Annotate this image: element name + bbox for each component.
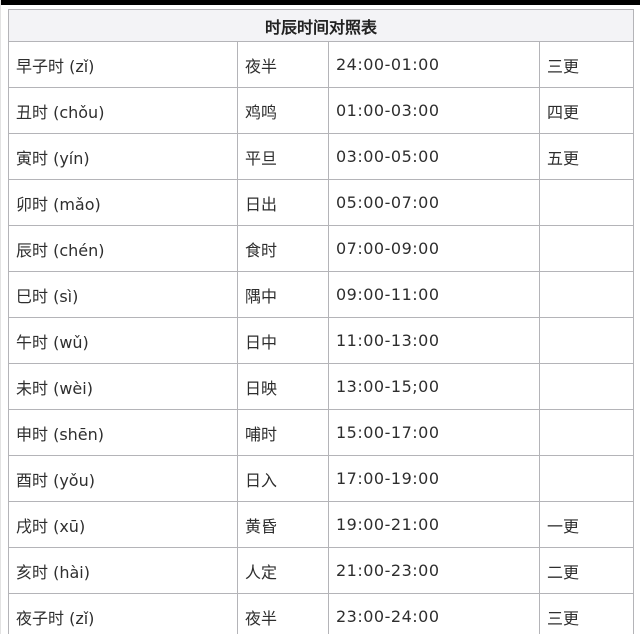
shichen-cell: 亥时 (hài) (8, 547, 238, 594)
time-cell: 13:00-15;00 (328, 363, 540, 410)
table-row: 寅时 (yín) 平旦 03:00-05:00 五更 (8, 133, 635, 180)
table-title-row: 时辰时间对照表 (7, 9, 635, 42)
time-cell: 24:00-01:00 (328, 41, 540, 88)
shichen-cell: 未时 (wèi) (8, 363, 238, 410)
shichen-cell: 酉时 (yǒu) (8, 455, 238, 502)
alias-cell: 鸡鸣 (237, 87, 329, 134)
time-cell: 09:00-11:00 (328, 271, 540, 318)
watch-cell (538, 409, 635, 456)
time-cell: 03:00-05:00 (328, 133, 540, 180)
table-row: 夜子时 (zǐ) 夜半 23:00-24:00 三更 (8, 593, 635, 634)
time-cell: 05:00-07:00 (328, 179, 540, 226)
time-cell: 17:00-19:00 (328, 455, 540, 502)
table-row: 早子时 (zǐ) 夜半 24:00-01:00 三更 (8, 41, 635, 88)
watch-cell (538, 363, 635, 410)
alias-cell: 日中 (237, 317, 329, 364)
time-cell: 01:00-03:00 (328, 87, 540, 134)
shichen-cell: 早子时 (zǐ) (8, 41, 238, 88)
shichen-cell: 午时 (wǔ) (8, 317, 238, 364)
watch-cell: 三更 (538, 593, 635, 634)
alias-cell: 日入 (237, 455, 329, 502)
alias-cell: 人定 (237, 547, 329, 594)
shichen-cell: 戌时 (xū) (8, 501, 238, 548)
table-row: 申时 (shēn) 哺时 15:00-17:00 (8, 409, 635, 456)
shichen-cell: 丑时 (chǒu) (8, 87, 238, 134)
alias-cell: 黄昏 (237, 501, 329, 548)
watch-cell (538, 179, 635, 226)
shichen-cell: 申时 (shēn) (8, 409, 238, 456)
time-cell: 15:00-17:00 (328, 409, 540, 456)
alias-cell: 食时 (237, 225, 329, 272)
watch-cell: 三更 (538, 41, 635, 88)
watch-cell (538, 225, 635, 272)
table-row: 未时 (wèi) 日映 13:00-15;00 (8, 363, 635, 410)
shichen-cell: 卯时 (mǎo) (8, 179, 238, 226)
alias-cell: 哺时 (237, 409, 329, 456)
shichen-time-table: 时辰时间对照表 早子时 (zǐ) 夜半 24:00-01:00 三更 丑时 (c… (7, 9, 635, 634)
watch-cell (538, 271, 635, 318)
table-row: 戌时 (xū) 黄昏 19:00-21:00 一更 (8, 501, 635, 548)
shichen-cell: 寅时 (yín) (8, 133, 238, 180)
time-cell: 23:00-24:00 (328, 593, 540, 634)
shichen-cell: 辰时 (chén) (8, 225, 238, 272)
alias-cell: 夜半 (237, 41, 329, 88)
table-row: 酉时 (yǒu) 日入 17:00-19:00 (8, 455, 635, 502)
watch-cell (538, 455, 635, 502)
alias-cell: 日映 (237, 363, 329, 410)
table-row: 辰时 (chén) 食时 07:00-09:00 (8, 225, 635, 272)
watch-cell: 二更 (538, 547, 635, 594)
alias-cell: 平旦 (237, 133, 329, 180)
time-cell: 11:00-13:00 (328, 317, 540, 364)
table-row: 卯时 (mǎo) 日出 05:00-07:00 (8, 179, 635, 226)
table-row: 巳时 (sì) 隅中 09:00-11:00 (8, 271, 635, 318)
watch-cell: 四更 (538, 87, 635, 134)
alias-cell: 日出 (237, 179, 329, 226)
table-row: 丑时 (chǒu) 鸡鸣 01:00-03:00 四更 (8, 87, 635, 134)
table-row: 亥时 (hài) 人定 21:00-23:00 二更 (8, 547, 635, 594)
shichen-cell: 夜子时 (zǐ) (8, 593, 238, 634)
top-black-bar (1, 0, 640, 5)
time-cell: 19:00-21:00 (328, 501, 540, 548)
table-title: 时辰时间对照表 (7, 9, 635, 42)
time-cell: 21:00-23:00 (328, 547, 540, 594)
watch-cell: 五更 (538, 133, 635, 180)
alias-cell: 夜半 (237, 593, 329, 634)
table-row: 午时 (wǔ) 日中 11:00-13:00 (8, 317, 635, 364)
time-cell: 07:00-09:00 (328, 225, 540, 272)
alias-cell: 隅中 (237, 271, 329, 318)
shichen-cell: 巳时 (sì) (8, 271, 238, 318)
watch-cell (538, 317, 635, 364)
watch-cell: 一更 (538, 501, 635, 548)
